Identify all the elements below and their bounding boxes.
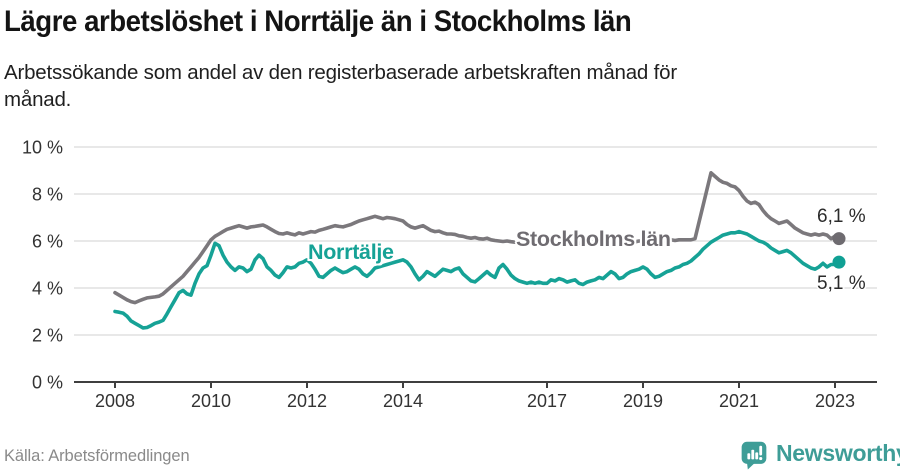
x-tick-label: 2021 [719,391,759,411]
newsworthy-logo-icon [741,441,767,470]
x-tick-label: 2017 [527,391,567,411]
end-value-label-norrtalje: 5,1 % [817,273,866,294]
series-line-stockholms-lan [113,171,841,305]
y-tick-label: 2 % [32,326,63,346]
y-tick-label: 10 % [22,138,63,158]
series-label-stockholms-lan: Stockholms län [516,227,671,251]
chart-subtitle: Arbetssökande som andel av den registerb… [4,61,677,111]
source-credit: Källa: Arbetsförmedlingen [4,447,190,465]
x-tick-label: 2008 [95,391,135,411]
y-tick-label: 8 % [32,185,63,205]
x-tick-label: 2019 [623,391,663,411]
newsworthy-logo: Newsworthy [739,438,900,472]
series-line-norrtalje [113,229,841,330]
series-end-dot-stockholms-lan [832,232,846,246]
x-tick-label: 2012 [287,391,327,411]
newsworthy-logo-text: Newsworthy [776,439,900,466]
y-tick-label: 4 % [32,279,63,299]
x-tick-label: 2010 [191,391,231,411]
series-end-dot-norrtalje [832,255,846,269]
y-tick-label: 6 % [32,232,63,252]
series-label-norrtalje: Norrtälje [308,240,394,264]
end-value-label-stockholms-lan: 6,1 % [817,206,866,227]
page-title: Lägre arbetslöshet i Norrtälje än i Stoc… [4,5,632,38]
y-tick-label: 0 % [32,373,63,393]
x-tick-label: 2014 [383,391,423,411]
x-tick-label: 2023 [815,391,855,411]
